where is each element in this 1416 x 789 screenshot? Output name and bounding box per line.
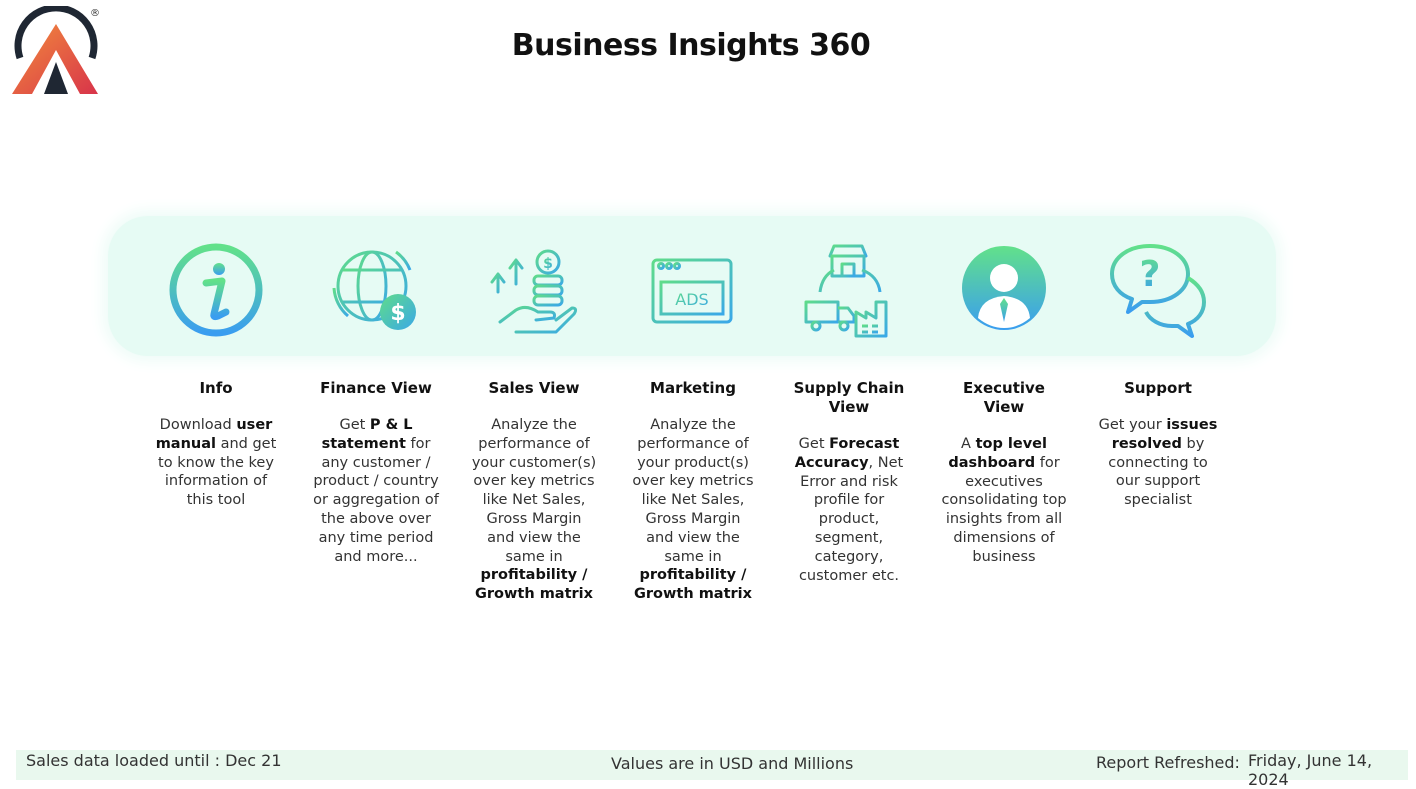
card-description: Download user manual and get to know the… bbox=[155, 417, 277, 509]
card-description: Analyze the performance of your product(… bbox=[632, 417, 754, 603]
card-title: Support bbox=[1124, 379, 1192, 397]
highlight-text: profitability / Growth matrix bbox=[633, 567, 752, 603]
card-title: Supply Chain View bbox=[793, 379, 905, 416]
info-icon[interactable] bbox=[166, 240, 266, 340]
card-description: Get Forecast Accuracy, Net Error and ris… bbox=[794, 436, 904, 584]
svg-text:ADS: ADS bbox=[675, 290, 708, 309]
highlight-text: issues resolved bbox=[1111, 417, 1218, 452]
supply-chain-icon[interactable] bbox=[798, 240, 898, 340]
info-card[interactable]: Info Download user manual and get to kno… bbox=[153, 379, 279, 510]
page-title: Business Insights 360 bbox=[511, 28, 871, 63]
card-title: Executive View bbox=[963, 379, 1045, 416]
globe-dollar-icon[interactable]: $ bbox=[326, 240, 426, 340]
registered-mark: ® bbox=[90, 8, 100, 19]
navigation-icon-band bbox=[108, 216, 1276, 356]
ads-browser-icon[interactable]: ADS bbox=[643, 240, 743, 340]
atliq-logo: ® bbox=[10, 4, 102, 96]
card-title: Info bbox=[199, 379, 233, 397]
units-note: Values are in USD and Millions bbox=[611, 754, 854, 773]
marketing-card[interactable]: Marketing Analyze the performance of you… bbox=[630, 379, 756, 604]
report-refreshed-label: Report Refreshed: bbox=[1096, 753, 1240, 772]
finance-view-card[interactable]: Finance View Get P & L statement for any… bbox=[313, 379, 439, 566]
card-description: Get P & L statement for any customer / p… bbox=[313, 417, 439, 565]
svg-text:$: $ bbox=[543, 256, 553, 272]
highlight-text: profitability / Growth matrix bbox=[474, 567, 593, 603]
data-loaded-status: Sales data loaded until : Dec 21 bbox=[26, 751, 282, 770]
executive-view-card[interactable]: Executive View A top level dashboard for… bbox=[941, 379, 1067, 567]
card-description: A top level dashboard for executives con… bbox=[941, 436, 1067, 565]
card-title: Finance View bbox=[320, 379, 432, 397]
card-description: Analyze the performance of your customer… bbox=[471, 417, 597, 603]
support-chat-icon[interactable]: ? bbox=[1106, 240, 1206, 340]
card-title: Marketing bbox=[650, 379, 736, 397]
report-refreshed-date: Friday, June 14, 2024 bbox=[1248, 751, 1373, 789]
executive-user-icon[interactable] bbox=[954, 240, 1054, 340]
supply-chain-view-card[interactable]: Supply Chain View Get Forecast Accuracy,… bbox=[786, 379, 912, 585]
support-card[interactable]: Support Get your issues resolved by conn… bbox=[1095, 379, 1221, 510]
card-title: Sales View bbox=[488, 379, 580, 397]
card-description: Get your issues resolved by connecting t… bbox=[1098, 417, 1218, 509]
highlight-text: top level dashboard bbox=[948, 436, 1047, 471]
highlight-text: P & L statement bbox=[321, 417, 413, 452]
hand-coins-growth-icon[interactable]: $ bbox=[486, 240, 586, 340]
sales-view-card[interactable]: Sales View Analyze the performance of yo… bbox=[471, 379, 597, 604]
footer-bar: Sales data loaded until : Dec 21 Values … bbox=[16, 750, 1408, 789]
svg-text:$: $ bbox=[390, 301, 405, 326]
highlight-text: Forecast Accuracy bbox=[794, 436, 900, 471]
highlight-text: user manual bbox=[155, 417, 273, 452]
svg-text:?: ? bbox=[1140, 254, 1161, 295]
